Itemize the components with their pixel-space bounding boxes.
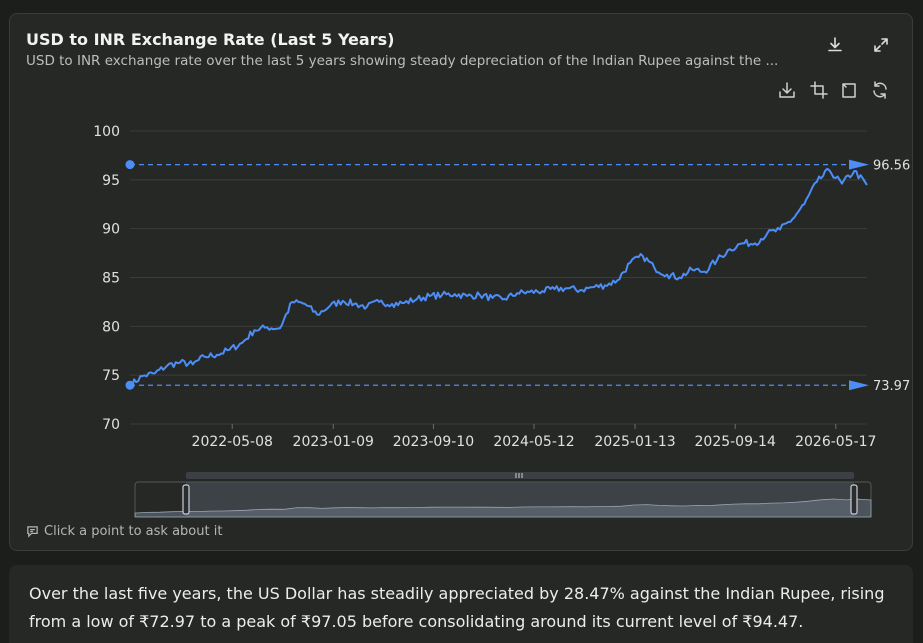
x-tick-label: 2023-01-09: [293, 434, 374, 450]
hint-text: Click a point to ask about it: [44, 524, 223, 539]
x-tick-label: 2024-05-12: [493, 434, 574, 450]
summary-text: Over the last five years, the US Dollar …: [29, 584, 885, 631]
click-hint: Click a point to ask about it: [26, 524, 222, 539]
mark-line-start-point: [125, 380, 135, 390]
y-tick-label: 75: [102, 368, 120, 384]
y-tick-label: 90: [102, 222, 120, 238]
chart-title: USD to INR Exchange Rate (Last 5 Years): [26, 30, 395, 49]
restore-icon[interactable]: [870, 80, 890, 100]
mark-line-arrow: [849, 159, 869, 170]
x-tick-label: 2023-09-10: [393, 434, 474, 450]
x-tick-label: 2025-01-13: [594, 434, 675, 450]
chart-card: USD to INR Exchange Rate (Last 5 Years) …: [9, 13, 913, 551]
crop-zoom-icon[interactable]: [809, 80, 829, 100]
x-tick-label: 2022-05-08: [192, 434, 273, 450]
x-tick-label: 2026-05-17: [795, 434, 876, 450]
mark-line-start-point: [125, 160, 135, 170]
zoom-reset-icon[interactable]: [839, 80, 859, 100]
download-icon[interactable]: [825, 35, 845, 55]
comment-icon: [26, 525, 39, 538]
save-image-icon[interactable]: [777, 80, 797, 100]
y-tick-label: 80: [102, 319, 120, 335]
fullscreen-icon[interactable]: [871, 35, 891, 55]
summary-panel: Over the last five years, the US Dollar …: [9, 565, 913, 643]
y-tick-label: 100: [93, 124, 120, 140]
mark-line-label: 96.56: [873, 159, 910, 174]
y-tick-label: 70: [102, 417, 120, 433]
y-tick-label: 85: [102, 271, 120, 287]
zoom-slider-preview: [134, 498, 872, 518]
zoom-handle-right[interactable]: [850, 484, 858, 515]
zoom-handle-left[interactable]: [182, 484, 190, 515]
mark-line-arrow: [849, 380, 869, 391]
line-chart[interactable]: 70 75 80 85 90 95 100 2022-05-08 2023-01-09 2023-…: [10, 14, 914, 552]
y-tick-label: 95: [102, 173, 120, 189]
chart-subtitle: USD to INR exchange rate over the last 5…: [26, 53, 779, 69]
x-tick-label: 2025-09-14: [695, 434, 776, 450]
series-line: [129, 167, 868, 389]
zoom-slider-bar: [186, 472, 854, 479]
mark-line-label: 73.97: [873, 379, 910, 394]
